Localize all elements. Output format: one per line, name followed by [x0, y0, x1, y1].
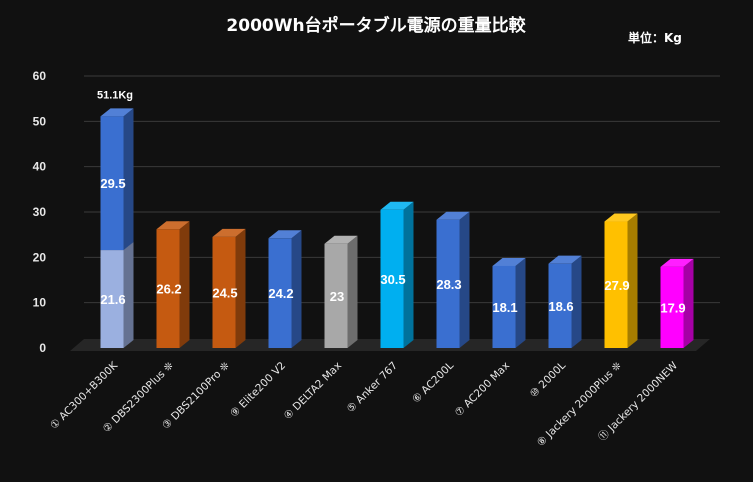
data-label: 30.5 [380, 272, 405, 287]
data-labels: 21.6 29.5 26.2 24.5 24.2 23 30.5 28.3 18.1 18.6 27… [97, 89, 686, 315]
data-label: 28.3 [436, 277, 461, 292]
bar [604, 213, 638, 348]
bar [660, 258, 694, 348]
data-label: 18.6 [548, 299, 573, 314]
unit-label: 単位：Kg [628, 30, 682, 45]
bar [492, 257, 526, 348]
data-label: 27.9 [604, 278, 629, 293]
bar [548, 255, 582, 348]
bar [212, 228, 246, 348]
data-label: 18.1 [492, 300, 517, 315]
y-tick-label: 20 [33, 250, 47, 264]
y-tick-label: 30 [33, 205, 47, 219]
data-label: 23 [330, 289, 344, 304]
bar [324, 235, 358, 348]
data-label: 29.5 [100, 176, 125, 191]
data-label: 24.5 [212, 285, 237, 300]
y-tick-label: 50 [33, 114, 47, 128]
total-annotation: 51.1Kg [97, 89, 133, 101]
data-label: 21.6 [100, 292, 125, 307]
bar [156, 221, 190, 348]
data-label: 24.2 [268, 286, 293, 301]
y-tick-label: 10 [33, 296, 47, 310]
chart-title: 2000Wh台ポータブル電源の重量比較 [226, 15, 526, 36]
y-tick-label: 0 [39, 341, 46, 355]
y-tick-label: 60 [33, 69, 47, 83]
data-label: 26.2 [156, 282, 181, 297]
data-label: 17.9 [660, 300, 685, 315]
bar [380, 201, 414, 348]
bar [268, 230, 302, 348]
bars [100, 108, 694, 348]
y-tick-label: 40 [33, 160, 47, 174]
y-axis-ticks: 0 10 20 30 40 50 60 [33, 69, 47, 355]
bar [436, 211, 470, 348]
bar [100, 108, 134, 251]
